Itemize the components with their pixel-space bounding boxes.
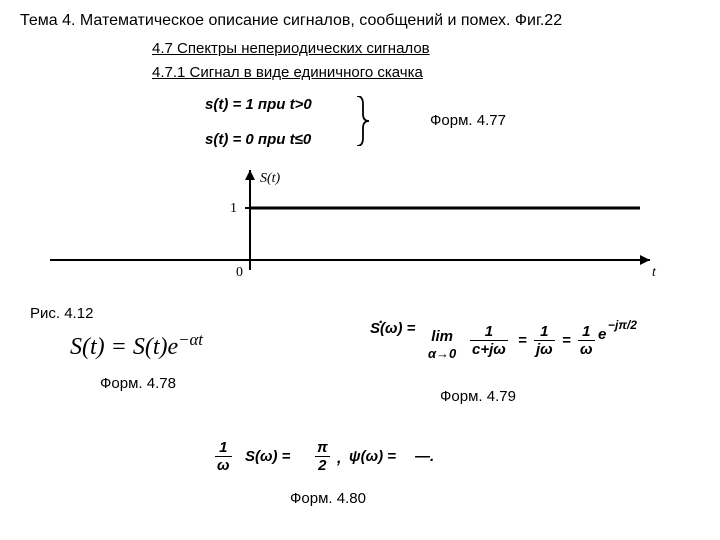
formula-4-79-prefix: S(ω) =: [370, 320, 415, 337]
frac-num: 1: [470, 324, 508, 341]
frac-den: ω: [215, 457, 232, 473]
lim-bottom: α→0: [428, 346, 456, 361]
limit-operator: lim α→0: [428, 328, 456, 362]
psi-text: ψ(ω) =: [349, 448, 396, 465]
fraction-1: 1 c+jω: [470, 324, 508, 357]
formula-4-78: S(t) = S(t)e−αt: [70, 330, 300, 361]
fraction-2: 1 jω: [534, 324, 555, 357]
tail-text: —.: [415, 448, 434, 465]
formula-4-78-exp: −αt: [178, 330, 203, 349]
figure-4-12-label: Рис. 4.12: [30, 305, 93, 322]
formula-4-78-label: Форм. 4.78: [100, 375, 176, 392]
frac-num: 1: [534, 324, 555, 341]
frac-den: jω: [534, 341, 555, 357]
section-heading-1: 4.7 Спектры непериодических сигналов: [152, 40, 430, 57]
equals-2: =: [562, 332, 571, 349]
page-title: Тема 4. Математическое описание сигналов…: [20, 12, 700, 30]
svg-text:0: 0: [236, 265, 243, 280]
formula-4-79: · S(ω) = lim α→0 1 c+jω = 1 jω = 1 ω e −…: [370, 320, 700, 368]
frac-num: π: [315, 440, 330, 457]
frac-num: 1: [578, 324, 595, 341]
fraction-right: π 2: [315, 440, 330, 473]
formula-4-79-label: Форм. 4.79: [440, 388, 516, 405]
formula-4-78-lhs: S(t) = S(t)e: [70, 334, 178, 360]
svg-text:1: 1: [230, 201, 237, 216]
lim-top: lim: [431, 328, 453, 345]
frac-den: ω: [578, 341, 595, 357]
fraction-left: 1 ω: [215, 440, 232, 473]
formula-4-77-line2: s(t) = 0 при t≤0: [205, 131, 312, 148]
svg-text:S(t): S(t): [260, 171, 281, 186]
frac-den: 2: [315, 457, 330, 473]
comma: ,: [337, 450, 341, 468]
equals-1: =: [518, 332, 527, 349]
section-heading-2: 4.7.1 Сигнал в виде единичного скачка: [152, 64, 423, 81]
step-function-graph: S(t) 1 0 t: [50, 160, 670, 290]
e-base: e: [598, 326, 606, 343]
formula-4-77-line1: s(t) = 1 при t>0: [205, 96, 312, 113]
fraction-3: 1 ω: [578, 324, 595, 357]
formula-4-77: s(t) = 1 при t>0 s(t) = 0 при t≤0: [205, 96, 312, 148]
e-exponent: −jπ/2: [608, 318, 637, 332]
frac-num: 1: [215, 440, 232, 457]
frac-den: c+jω: [470, 341, 508, 357]
svg-text:t: t: [652, 265, 657, 280]
brace-icon: [355, 96, 369, 149]
formula-4-80: 1 ω S(ω) = π 2 , ψ(ω) = —.: [215, 440, 535, 480]
formula-4-80-label: Форм. 4.80: [290, 490, 366, 507]
s-omega-text: S(ω) =: [245, 448, 290, 465]
formula-4-77-label: Форм. 4.77: [430, 112, 506, 129]
